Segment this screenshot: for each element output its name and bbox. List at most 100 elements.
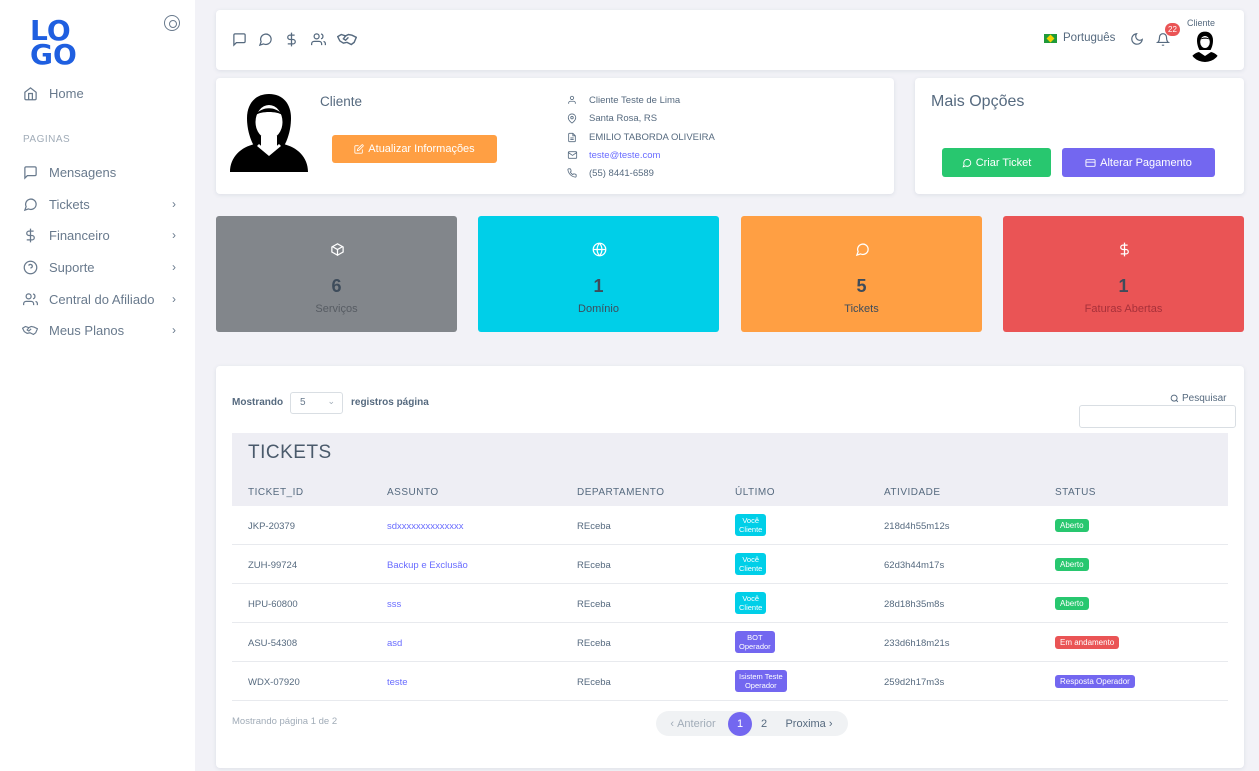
ticket-subject-link[interactable]: Backup e Exclusão — [387, 560, 468, 571]
next-page-button[interactable]: Proxima › — [785, 717, 833, 730]
users-icon[interactable] — [309, 30, 327, 48]
last-reply-line1: Isistem Teste — [739, 672, 783, 681]
user-icon — [566, 94, 578, 106]
ticket-subject-link[interactable]: sss — [387, 599, 402, 610]
last-reply-line1: Você — [742, 594, 760, 603]
logo[interactable]: LO GO — [30, 16, 86, 70]
sidebar-item-label: Tickets — [49, 196, 90, 212]
stat-label: Serviços — [315, 303, 358, 315]
stat-card-services[interactable]: 6 Serviços — [216, 216, 457, 332]
last-reply-badge: Você Cliente — [735, 553, 767, 575]
stat-card-domain[interactable]: 1 Domínio — [478, 216, 719, 332]
sidebar: LO GO Home PAGINAS Mensagens Tickets › F… — [0, 0, 195, 771]
ticket-department: REceba — [577, 677, 611, 688]
users-icon — [22, 291, 38, 307]
ticket-activity: 259d2h17m3s — [884, 677, 945, 688]
chevron-right-icon: › — [172, 197, 176, 211]
edit-icon — [354, 144, 364, 154]
table-row[interactable]: JKP-20379 sdxxxxxxxxxxxxxx REceba Você Clien… — [232, 506, 1228, 545]
column-header[interactable]: ÚLTIMO — [735, 487, 776, 498]
phone-icon — [566, 167, 578, 179]
status-badge: Resposta Operador — [1055, 675, 1135, 688]
sidebar-item-tickets[interactable]: Tickets › — [22, 193, 182, 215]
last-reply-badge: Isistem Teste Operador — [735, 670, 787, 692]
column-header[interactable]: DEPARTAMENTO — [577, 487, 665, 498]
message-square-icon[interactable] — [230, 30, 248, 48]
column-header[interactable]: ATIVIDADE — [884, 487, 941, 498]
ticket-id: WDX-07920 — [248, 677, 300, 688]
sidebar-item-home[interactable]: Home — [22, 82, 182, 104]
column-header[interactable]: ASSUNTO — [387, 487, 439, 498]
sidebar-item-label: Meus Planos — [49, 322, 125, 338]
ticket-id: JKP-20379 — [248, 521, 296, 532]
prev-page-button[interactable]: ‹ Anterior — [670, 717, 716, 730]
topbar: Português 22 Cliente — [216, 10, 1244, 70]
sidebar-item-meus-planos[interactable]: Meus Planos › — [22, 319, 182, 341]
stat-value: 6 — [331, 276, 342, 296]
location-value: Santa Rosa, RS — [589, 112, 658, 124]
ticket-subject-link[interactable]: teste — [387, 677, 408, 688]
bell-icon[interactable] — [1154, 30, 1172, 48]
ticket-activity: 233d6h18m21s — [884, 638, 950, 649]
email-link[interactable]: teste@teste.com — [589, 149, 661, 161]
page-2-button[interactable]: 2 — [760, 717, 768, 730]
profile-card: Cliente Atualizar Informações Cliente Te… — [216, 78, 894, 194]
table-row[interactable]: WDX-07920 teste REceba Isistem Teste Operado… — [232, 662, 1228, 701]
last-reply-badge: Você Cliente — [735, 514, 767, 536]
stat-label: Tickets — [844, 303, 879, 315]
message-circle-icon[interactable] — [256, 30, 274, 48]
box-icon — [329, 241, 345, 257]
stat-value: 5 — [856, 276, 867, 296]
phone-value: (55) 8441-6589 — [589, 167, 654, 179]
search-label-text: Pesquisar — [1182, 393, 1227, 404]
message-square-icon — [22, 164, 38, 180]
table-row[interactable]: ZUH-99724 Backup e Exclusão REceba Você Clie… — [232, 545, 1228, 584]
per-page-select[interactable]: 5 ⌄ — [290, 392, 343, 414]
chevron-right-icon: › — [172, 228, 176, 242]
sidebar-item-financeiro[interactable]: Financeiro › — [22, 224, 182, 246]
status-badge: Em andamento — [1055, 636, 1120, 649]
info-company: EMILIO TABORDA OLIVEIRA — [566, 131, 715, 143]
dollar-icon[interactable] — [282, 30, 300, 48]
language-selector[interactable]: Português — [1044, 32, 1115, 44]
credit-card-icon — [1085, 158, 1096, 167]
search-icon — [1170, 394, 1179, 403]
ticket-id: ZUH-99724 — [248, 560, 298, 571]
create-ticket-button[interactable]: Criar Ticket — [942, 148, 1051, 177]
table-title: TICKETS — [248, 442, 332, 463]
handshake-icon[interactable] — [336, 30, 358, 48]
sidebar-item-label: Mensagens — [49, 164, 117, 180]
column-header[interactable]: STATUS — [1055, 487, 1096, 498]
sidebar-item-central-afiliado[interactable]: Central do Afiliado › — [22, 288, 182, 310]
next-label: Proxima — [785, 717, 826, 730]
stat-card-invoices[interactable]: 1 Faturas Abertas — [1003, 216, 1244, 332]
change-payment-button[interactable]: Alterar Pagamento — [1062, 148, 1215, 177]
page-1-button[interactable]: 1 — [728, 711, 752, 736]
table-row[interactable]: ASU-54308 asd REceba BOT Operador 233d6h18m21… — [232, 623, 1228, 662]
avatar — [230, 92, 308, 172]
stat-card-tickets[interactable]: 5 Tickets — [741, 216, 982, 332]
stat-label: Faturas Abertas — [1084, 303, 1163, 315]
last-reply-line2: Cliente — [739, 603, 763, 612]
update-info-button[interactable]: Atualizar Informações — [332, 135, 497, 163]
info-location: Santa Rosa, RS — [566, 112, 657, 124]
ticket-subject-link[interactable]: sdxxxxxxxxxxxxxx — [387, 521, 464, 532]
collapse-menu-icon[interactable] — [164, 15, 180, 31]
avatar[interactable] — [1189, 30, 1221, 62]
globe-icon — [591, 241, 607, 257]
stat-value: 1 — [593, 276, 604, 296]
table-row[interactable]: HPU-60800 sss REceba Você Cliente 28d18h35m8s… — [232, 584, 1228, 623]
ticket-subject-link[interactable]: asd — [387, 638, 403, 649]
search-input[interactable] — [1079, 405, 1236, 428]
info-full-name: Cliente Teste de Lima — [566, 94, 680, 106]
moon-icon[interactable] — [1128, 30, 1146, 48]
last-reply-line1: Você — [742, 516, 760, 525]
per-page-value: 5 — [300, 397, 306, 408]
sidebar-item-label: Suporte — [49, 259, 95, 275]
company-value: EMILIO TABORDA OLIVEIRA — [589, 131, 715, 143]
sidebar-item-mensagens[interactable]: Mensagens — [22, 161, 182, 183]
message-circle-icon — [854, 241, 870, 257]
ticket-activity: 218d4h55m12s — [884, 521, 950, 532]
column-header[interactable]: TICKET_ID — [248, 487, 304, 498]
sidebar-item-suporte[interactable]: Suporte › — [22, 256, 182, 278]
